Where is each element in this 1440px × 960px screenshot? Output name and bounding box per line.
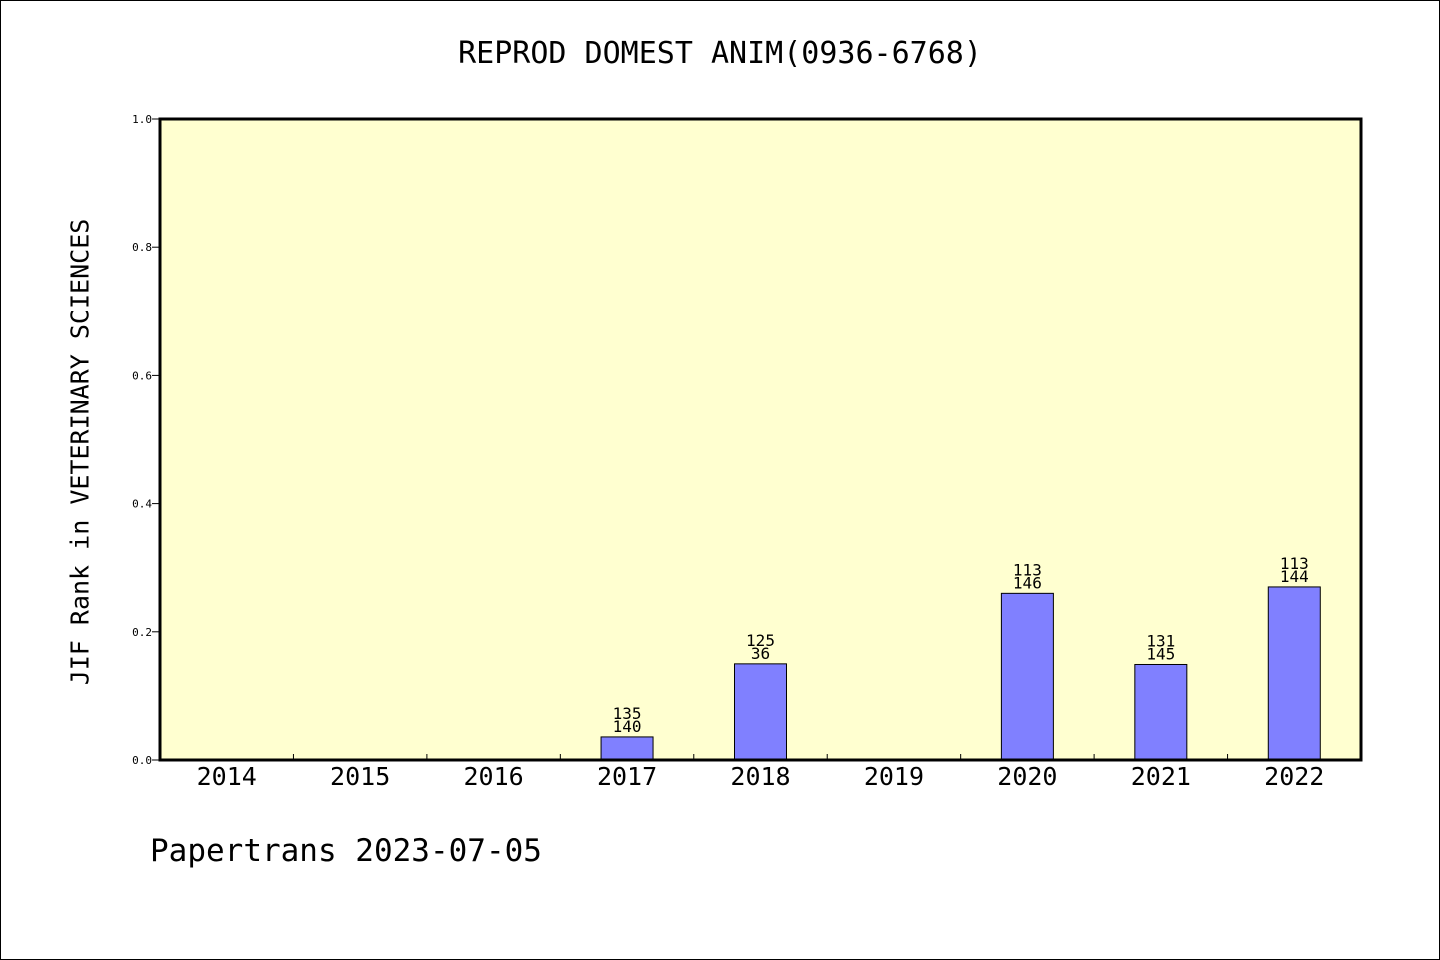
plot-border [158, 117, 1363, 762]
y-tick-label: 0.2 [132, 626, 152, 639]
y-tick-label: 0.4 [132, 498, 152, 511]
bar-2020 [1000, 592, 1054, 761]
bar-label-top: 125 [746, 631, 775, 650]
bar-label-bottom: 146 [1013, 573, 1042, 592]
bar-2022 [1267, 586, 1321, 761]
bar-label-top: 135 [613, 704, 642, 723]
bar-label-top: 113 [1013, 560, 1042, 579]
bar-label-bottom: 145 [1146, 644, 1175, 663]
bar-label-bottom: 140 [613, 717, 642, 736]
bar-label-bottom: 36 [751, 644, 770, 663]
y-tick-label: 1.0 [132, 113, 152, 126]
bar-2017 [600, 736, 654, 761]
x-tick-label: 2021 [1131, 762, 1191, 791]
bar-label-bottom: 144 [1280, 567, 1309, 586]
plot-area [160, 119, 1361, 760]
bar-2018 [734, 663, 787, 761]
bar-2021 [1134, 663, 1188, 761]
bar-label-top: 131 [1146, 631, 1175, 650]
x-tick-label: 2020 [997, 762, 1057, 791]
x-tick-label: 2019 [864, 762, 924, 791]
y-axis-label: JIF Rank in VETERINARY SCIENCES [65, 218, 95, 686]
y-tick-label: 0.0 [132, 754, 152, 767]
x-tick-label: 2017 [597, 762, 657, 791]
y-tick-label: 0.6 [132, 369, 152, 382]
footer-credit: Papertrans 2023-07-05 [150, 833, 542, 869]
x-tick-label: 2022 [1264, 762, 1324, 791]
bar-label-top: 113 [1280, 554, 1309, 573]
x-tick-label: 2018 [730, 762, 790, 791]
x-tick-label: 2014 [197, 762, 257, 791]
x-tick-label: 2016 [464, 762, 524, 791]
y-tick-label: 0.8 [132, 241, 152, 254]
x-tick-label: 2015 [330, 762, 390, 791]
chart-title: REPROD DOMEST ANIM(0936-6768) [458, 36, 982, 71]
